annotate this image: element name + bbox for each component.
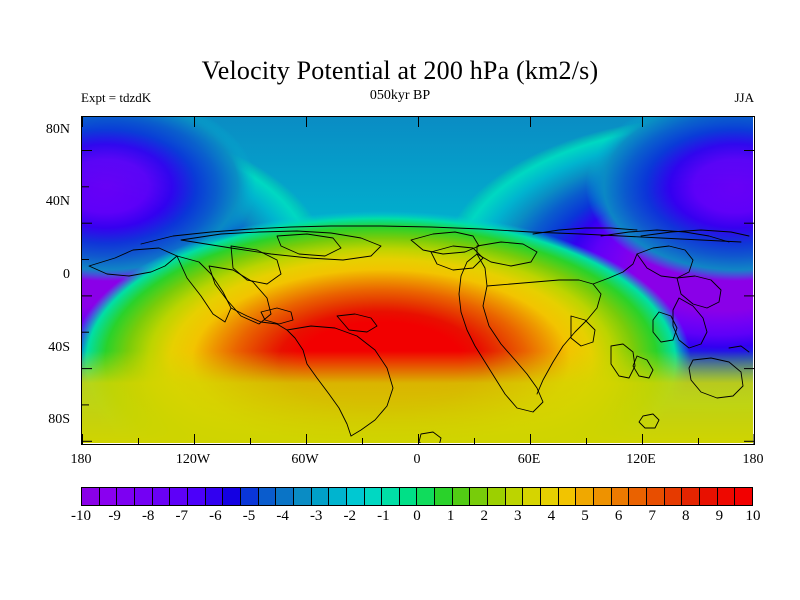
colorbar-cell-24: [505, 488, 524, 505]
y-tick-40n: 40N: [45, 194, 70, 209]
colorbar-cell-26: [541, 488, 559, 505]
colorbar-cell-5: [170, 488, 188, 505]
colorbar-labels: -10 -9 -8 -7 -6 -5 -4 -3 -2 -1 0 1 2 3 4 5 6 7 8 9 10: [71, 508, 761, 530]
colorbar-cell-6: [187, 488, 206, 505]
page-title: Velocity Potential at 200 hPa (km2/s): [201, 56, 599, 85]
colorbar-tick--8: -8: [141, 508, 155, 524]
colorbar-cell-37: [735, 488, 752, 505]
colorbar-tick--4: -4: [276, 508, 289, 524]
colorbar-cell-19: [417, 488, 436, 505]
colorbar-tick-1: 1: [446, 508, 455, 524]
y-tick-80s: 80S: [48, 412, 70, 427]
colorbar-cell-16: [364, 488, 383, 505]
colorbar-tick-7: 7: [648, 508, 656, 524]
colorbar-cell-13: [311, 488, 330, 505]
x-tick-60w: 60W: [291, 452, 319, 467]
colorbar-cell-9: [240, 488, 259, 505]
colorbar-cell-15: [346, 488, 365, 505]
colorbar-tick--7: -7: [175, 508, 189, 524]
colorbar-tick-0: 0: [413, 508, 421, 524]
velocity-potential-map: [81, 116, 753, 443]
y-tick-0: 0: [63, 267, 70, 282]
colorbar-cell-32: [647, 488, 665, 505]
colorbar-cell-25: [523, 488, 542, 505]
colorbar-cell-10: [258, 488, 277, 505]
colorbar-cell-1: [99, 488, 118, 505]
x-tick-180e: 180: [742, 452, 764, 467]
colorbar-tick--10: -10: [71, 508, 91, 524]
colorbar-tick-9: 9: [715, 508, 724, 524]
colorbar-cell-3: [134, 488, 153, 505]
colorbar-cell-0: [82, 488, 100, 505]
colorbar-tick--5: -5: [242, 508, 256, 524]
colorbar-cell-28: [576, 488, 595, 505]
x-tick-60e: 60E: [517, 452, 541, 467]
colorbar-cell-17: [382, 488, 400, 505]
colorbar-tick-3: 3: [514, 508, 522, 524]
colorbar-cell-34: [682, 488, 700, 505]
colorbar-tick-4: 4: [547, 508, 556, 524]
colorbar-cell-35: [699, 488, 718, 505]
colorbar-cell-18: [399, 488, 418, 505]
experiment-label: Expt = tdzdK: [81, 90, 152, 105]
colorbar-tick--1: -1: [377, 508, 390, 524]
colorbar-tick--2: -2: [343, 508, 357, 524]
colorbar-cell-29: [594, 488, 612, 505]
colorbar-cell-30: [611, 488, 630, 505]
x-tick-120e: 120E: [626, 452, 656, 467]
colorbar-tick-2: 2: [480, 508, 488, 524]
coastlines: [88, 225, 750, 443]
colorbar-tick--6: -6: [209, 508, 222, 524]
colorbar: [81, 487, 753, 506]
colorbar-cell-22: [470, 488, 489, 505]
contour-field: [81, 116, 753, 443]
colorbar-cell-8: [223, 488, 241, 505]
colorbar-cell-11: [276, 488, 294, 505]
colorbar-cell-31: [629, 488, 647, 505]
colorbar-cell-2: [117, 488, 135, 505]
colorbar-tick-10: 10: [745, 508, 761, 524]
x-tick-0: 0: [413, 452, 421, 467]
colorbar-cell-4: [152, 488, 171, 505]
y-tick-40s: 40S: [48, 340, 70, 355]
period-label: 050kyr BP: [369, 88, 431, 103]
x-tick-120w: 120W: [175, 452, 211, 467]
colorbar-cell-36: [717, 488, 736, 505]
colorbar-cell-21: [452, 488, 471, 505]
season-label: JJA: [734, 90, 754, 105]
colorbar-tick--9: -9: [108, 508, 121, 524]
colorbar-tick--3: -3: [309, 508, 323, 524]
colorbar-cell-20: [435, 488, 453, 505]
colorbar-cell-7: [205, 488, 224, 505]
colorbar-cell-23: [488, 488, 506, 505]
colorbar-cell-12: [293, 488, 312, 505]
y-tick-80n: 80N: [45, 122, 70, 137]
x-tick-180w: 180: [70, 452, 92, 467]
colorbar-tick-6: 6: [614, 508, 623, 524]
colorbar-cell-14: [329, 488, 347, 505]
colorbar-cell-27: [558, 488, 577, 505]
colorbar-tick-5: 5: [581, 508, 589, 524]
colorbar-tick-8: 8: [682, 508, 690, 524]
colorbar-cell-33: [664, 488, 683, 505]
